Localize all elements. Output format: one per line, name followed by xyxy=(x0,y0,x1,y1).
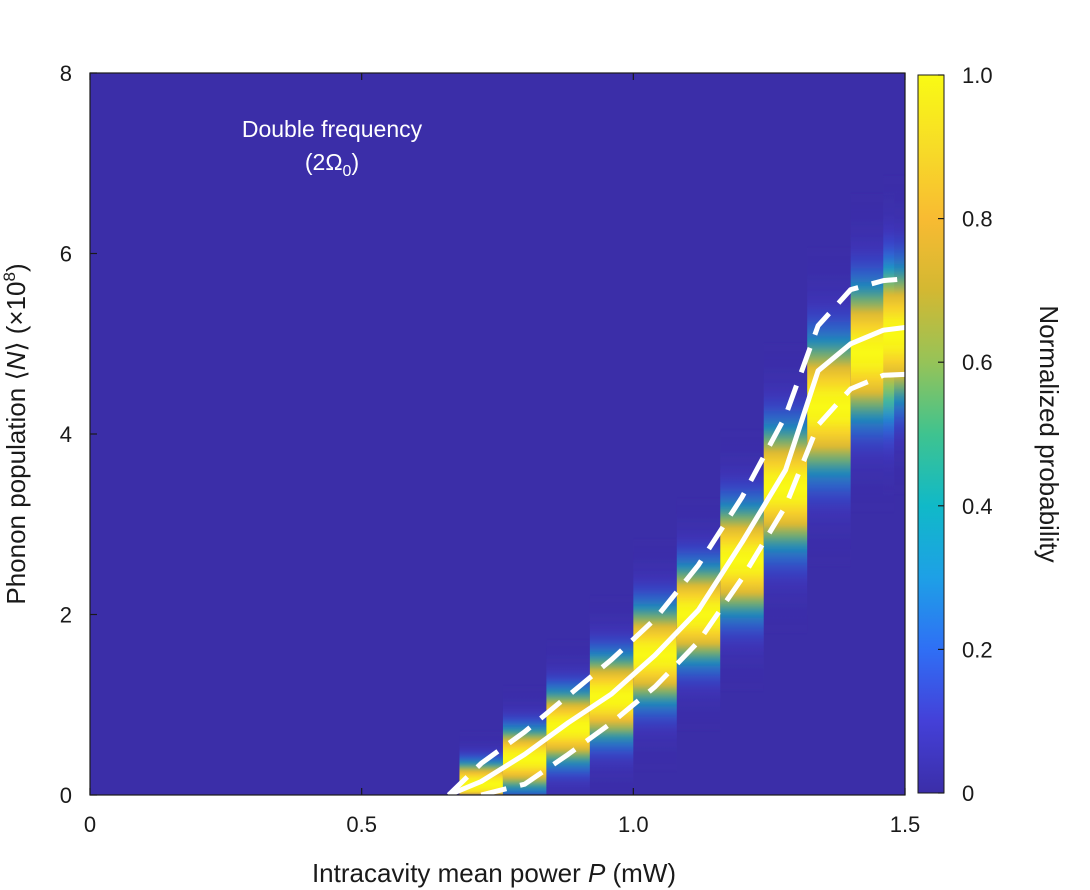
x-tick-label: 0.5 xyxy=(346,812,377,837)
colorbar-tick-label: 0.6 xyxy=(962,350,993,375)
x-tick-label: 0 xyxy=(84,812,96,837)
heatmap-column xyxy=(883,175,905,494)
x-tick-label: 1.5 xyxy=(890,812,921,837)
y-axis-ticks: 0 2 4 6 8 xyxy=(60,61,97,808)
colorbar-label: Normalized probability xyxy=(1034,305,1064,562)
y-tick-label: 2 xyxy=(60,603,72,628)
series-line-upper-bound xyxy=(446,276,905,795)
x-axis-label: Intracavity mean power P (mW) xyxy=(312,858,676,888)
colorbar-ticks: 0 0.2 0.4 0.6 0.8 1.0 xyxy=(938,63,993,806)
y-tick-label: 4 xyxy=(60,422,72,447)
annotation-line-1: Double frequency xyxy=(242,116,423,142)
series-lines xyxy=(446,276,905,795)
series-line-lower-bound xyxy=(480,371,905,795)
heatmap-column xyxy=(546,640,590,795)
y-tick-label: 6 xyxy=(60,242,72,267)
colorbar-tick-label: 1.0 xyxy=(962,63,993,88)
heatmap-column xyxy=(763,343,808,633)
x-axis-ticks: 0 0.5 1.0 1.5 xyxy=(84,73,920,837)
heatmap-column xyxy=(676,498,721,731)
series-line-mean xyxy=(447,325,905,795)
y-tick-label: 8 xyxy=(60,61,72,86)
colorbar-tick-label: 0.8 xyxy=(962,207,993,232)
colorbar-tick-label: 0.4 xyxy=(962,494,993,519)
colorbar-tick-label: 0.2 xyxy=(962,637,993,662)
x-tick-label: 1.0 xyxy=(618,812,649,837)
colorbar xyxy=(917,74,945,794)
y-tick-label: 0 xyxy=(60,783,72,808)
colorbar-tick-label: 0 xyxy=(962,781,974,806)
annotation-subscript: 0 xyxy=(343,163,352,180)
annotation-line-2: (2Ω0) xyxy=(305,149,359,180)
y-axis-label: Phonon population ⟨N⟩ (×108) xyxy=(0,263,31,604)
